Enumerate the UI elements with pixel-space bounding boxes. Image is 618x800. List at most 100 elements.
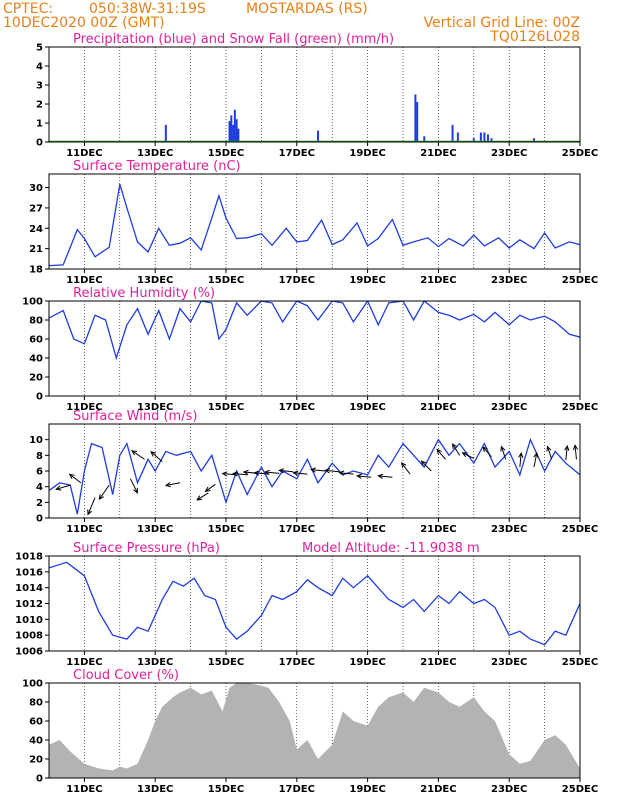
x-tick-label: 17DEC	[279, 148, 315, 159]
x-tick-label: 11DEC	[66, 657, 102, 668]
x-tick-label: 23DEC	[491, 402, 527, 413]
wind-arrow	[131, 450, 145, 460]
wind-arrow	[311, 469, 326, 472]
wind-arrow	[500, 446, 507, 460]
wind-arrow	[325, 469, 340, 473]
x-tick-label: 25DEC	[562, 148, 598, 159]
y-tick-label: 1014	[15, 583, 43, 594]
precip-bar	[486, 134, 489, 142]
y-tick-label: 0	[36, 392, 43, 403]
y-tick-label: 1018	[15, 552, 43, 563]
wind-arrow	[293, 472, 308, 475]
precip-bar	[456, 132, 459, 142]
x-tick-label: 15DEC	[208, 275, 244, 286]
wind-arrow-head	[400, 462, 407, 468]
wind-arrow	[129, 478, 138, 494]
y-tick-label: 0	[36, 774, 43, 785]
wind-arrow	[165, 482, 181, 487]
wind-arrow	[339, 472, 354, 475]
panel-precip: Precipitation (blue) and Snow Fall (gree…	[36, 32, 598, 159]
panel-cloud: Cloud Cover (%) 0 20 40 60 80 100 11DEC 13DEC 15D…	[22, 668, 598, 795]
wind-arrow-head	[131, 450, 138, 456]
wind-arrow-head	[572, 444, 579, 451]
y-tick-label: 1012	[15, 599, 43, 610]
x-tick-label: 17DEC	[279, 784, 315, 795]
precip-bar	[483, 132, 486, 142]
temperature-line	[49, 184, 580, 267]
x-tick-label: 19DEC	[349, 402, 385, 413]
y-tick-label: 1016	[15, 567, 43, 578]
precip-bar	[451, 124, 454, 142]
wind-arrow-head	[377, 473, 384, 479]
y-tick-label: 20	[29, 373, 43, 384]
wind-arrow-head	[278, 468, 285, 474]
precip-bar	[423, 136, 426, 142]
x-tick-label: 15DEC	[208, 657, 244, 668]
panel-title-precip: Precipitation (blue) and Snow Fall (gree…	[73, 32, 394, 47]
x-tick-label: 23DEC	[491, 148, 527, 159]
panel-frame	[48, 682, 581, 779]
y-tick-label: 30	[29, 183, 43, 194]
y-tick-label: 20	[29, 755, 43, 766]
x-tick-label: 15DEC	[208, 148, 244, 159]
wind-arrow-head	[232, 471, 239, 477]
model-altitude-label: Model Altitude: -11.9038 m	[302, 541, 480, 556]
wind-arrow	[482, 446, 492, 458]
precip-bar	[317, 130, 320, 142]
y-tick-label: 21	[29, 244, 43, 255]
precip-bar	[232, 124, 235, 142]
y-tick-label: 24	[29, 224, 43, 235]
x-tick-label: 23DEC	[491, 784, 527, 795]
wind-line	[49, 437, 580, 515]
wind-arrow-head	[338, 470, 345, 476]
wind-arrow-head	[452, 443, 458, 450]
panel-frame	[48, 300, 581, 397]
wind-arrow-head	[242, 469, 249, 475]
header-place: MOSTARDAS (RS)	[246, 1, 368, 17]
wind-arrow-head	[420, 460, 427, 467]
x-tick-label: 11DEC	[66, 784, 102, 795]
header-date: 10DEC2020 00Z (GMT)	[3, 15, 165, 31]
wind-arrow	[436, 449, 446, 460]
panel-frame	[48, 423, 581, 519]
plot-area-cloud	[49, 683, 580, 778]
wind-arrow	[421, 460, 432, 472]
y-tick-label: 8	[36, 451, 43, 462]
wind-arrow-head	[87, 509, 93, 516]
precip-bar	[164, 124, 167, 142]
wind-arrow-head	[196, 495, 203, 501]
panel-title-temperature: Surface Temperature (nC)	[73, 159, 241, 174]
panel-title-wind: Surface Wind (m/s)	[73, 409, 197, 424]
wind-arrow	[196, 492, 209, 501]
x-tick-label: 13DEC	[137, 657, 173, 668]
wind-arrow	[205, 483, 216, 492]
x-tick-label: 19DEC	[349, 148, 385, 159]
precip-bar	[490, 138, 493, 142]
wind-arrow	[533, 452, 538, 468]
y-tick-label: 2	[36, 100, 43, 111]
wind-arrow-head	[98, 494, 104, 501]
x-tick-label: 23DEC	[491, 524, 527, 535]
y-tick-label: 1008	[15, 631, 43, 642]
wind-arrow	[56, 484, 71, 490]
wind-arrow-head	[253, 470, 260, 476]
x-tick-label: 19DEC	[349, 657, 385, 668]
panel-humidity: Relative Humidity (%) 0 20 40 60 80 100 11DEC 13…	[22, 286, 598, 413]
x-tick-label: 25DEC	[562, 524, 598, 535]
y-tick-label: 100	[22, 679, 43, 690]
precip-bar	[414, 94, 417, 142]
x-tick-label: 19DEC	[349, 524, 385, 535]
x-tick-label: 17DEC	[279, 275, 315, 286]
y-tick-label: 0	[36, 514, 43, 525]
plot-area-precip	[49, 94, 580, 142]
y-tick-label: 5	[36, 43, 43, 54]
plot-area-pressure	[49, 561, 580, 646]
wind-arrow-head	[164, 482, 171, 488]
wind-arrow-head	[133, 487, 138, 494]
precip-bar	[235, 119, 238, 142]
humidity-line	[49, 301, 580, 361]
x-tick-label: 13DEC	[137, 148, 173, 159]
wind-arrow	[233, 473, 248, 476]
header: CPTEC: 050:38W-31:19S MOSTARDAS (RS) 10D…	[3, 1, 580, 45]
wind-arrow	[150, 451, 163, 462]
